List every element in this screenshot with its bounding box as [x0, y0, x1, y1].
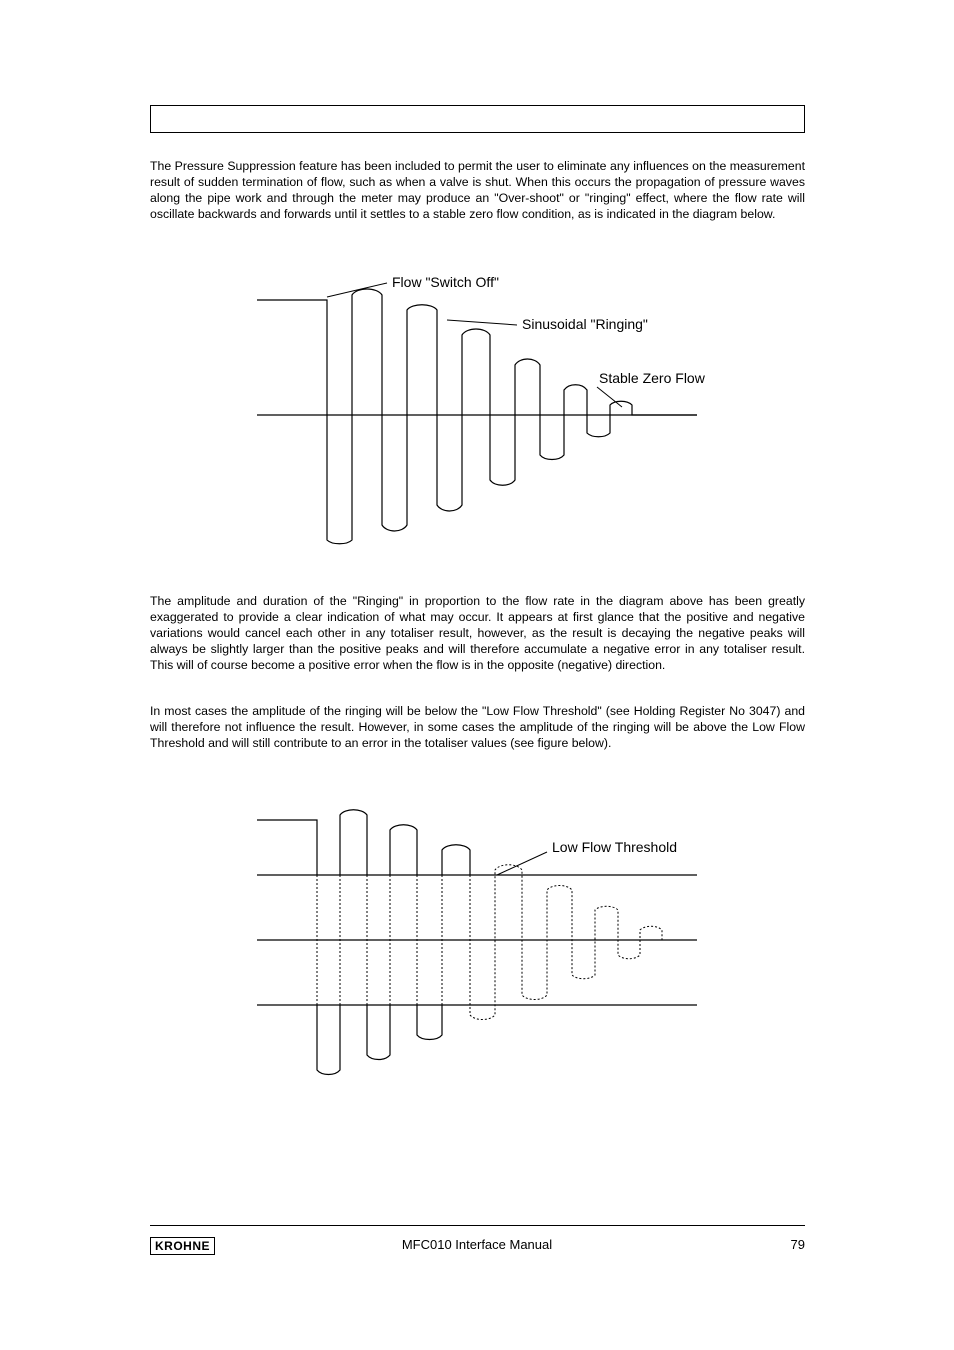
- paragraph-2: The amplitude and duration of the "Ringi…: [150, 594, 805, 674]
- label-stable: Stable Zero Flow: [599, 370, 706, 386]
- header-box: [150, 105, 805, 133]
- label-ringing: Sinusoidal "Ringing": [522, 316, 648, 332]
- diagram-threshold: Low Flow Threshold: [227, 790, 727, 1090]
- label-threshold: Low Flow Threshold: [552, 839, 677, 855]
- paragraph-3: In most cases the amplitude of the ringi…: [150, 704, 805, 752]
- label-switch-off: Flow "Switch Off": [392, 274, 499, 290]
- footer-page-number: 79: [791, 1237, 805, 1252]
- footer-rule: [150, 1225, 805, 1226]
- footer-title: MFC010 Interface Manual: [0, 1237, 954, 1252]
- paragraph-1: The Pressure Suppression feature has bee…: [150, 159, 805, 223]
- diagram-ringing: Flow "Switch Off" Sinusoidal "Ringing" S…: [227, 265, 727, 555]
